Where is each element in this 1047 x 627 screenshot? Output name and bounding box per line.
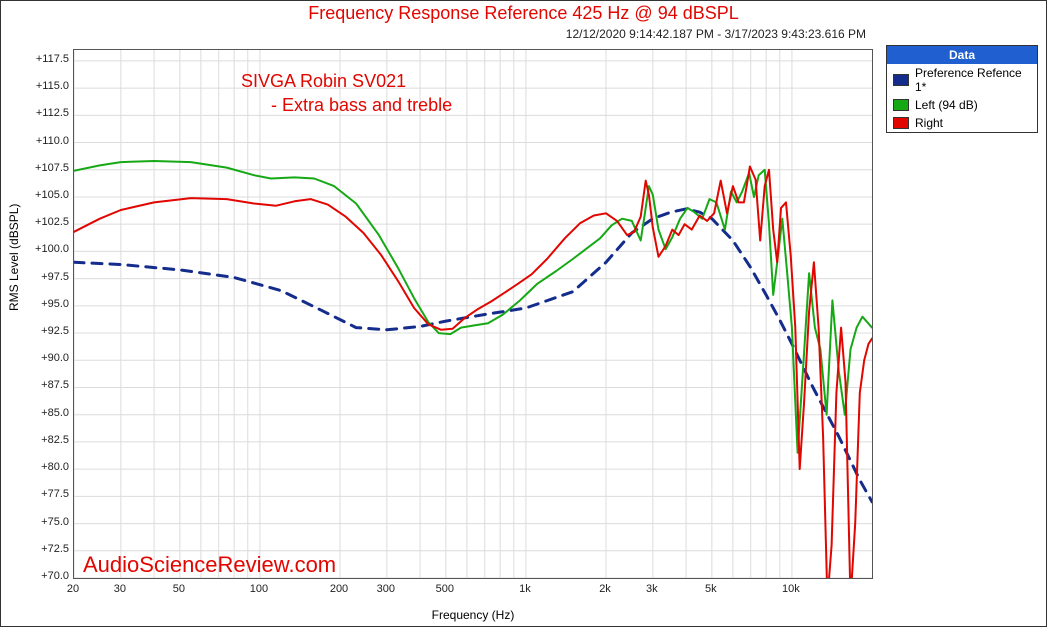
y-tick-label: +105.0 xyxy=(9,189,69,201)
y-tick-label: +82.5 xyxy=(9,434,69,446)
chart-title: Frequency Response Reference 425 Hz @ 94… xyxy=(1,3,1046,24)
x-tick-label: 2k xyxy=(599,583,611,595)
legend-swatch xyxy=(893,74,909,86)
y-tick-label: +80.0 xyxy=(9,461,69,473)
x-tick-label: 500 xyxy=(436,583,454,595)
y-tick-label: +90.0 xyxy=(9,352,69,364)
y-tick-label: +95.0 xyxy=(9,298,69,310)
x-tick-label: 200 xyxy=(330,583,348,595)
y-tick-label: +112.5 xyxy=(9,107,69,119)
annotation: - Extra bass and treble xyxy=(271,95,452,116)
y-tick-label: +102.5 xyxy=(9,216,69,228)
legend-label: Right xyxy=(915,116,943,130)
y-tick-label: +72.5 xyxy=(9,543,69,555)
legend: Data Preference Refence 1* Left (94 dB) Ri… xyxy=(886,45,1038,133)
y-tick-label: +85.0 xyxy=(9,407,69,419)
x-tick-label: 3k xyxy=(646,583,658,595)
y-tick-label: +75.0 xyxy=(9,516,69,528)
x-axis-label: Frequency (Hz) xyxy=(73,608,873,622)
x-tick-label: 300 xyxy=(377,583,395,595)
y-tick-label: +100.0 xyxy=(9,243,69,255)
legend-item: Left (94 dB) xyxy=(887,96,1037,114)
plot-area xyxy=(73,49,873,579)
x-tick-label: 5k xyxy=(705,583,717,595)
x-tick-label: 100 xyxy=(250,583,268,595)
y-tick-label: +107.5 xyxy=(9,162,69,174)
x-tick-label: 20 xyxy=(67,583,79,595)
y-tick-label: +77.5 xyxy=(9,488,69,500)
legend-item: Right xyxy=(887,114,1037,132)
y-tick-label: +117.5 xyxy=(9,53,69,65)
watermark: AudioScienceReview.com xyxy=(83,552,336,578)
y-tick-label: +87.5 xyxy=(9,379,69,391)
y-tick-label: +97.5 xyxy=(9,271,69,283)
x-tick-label: 50 xyxy=(173,583,185,595)
legend-swatch xyxy=(893,117,909,129)
y-tick-label: +92.5 xyxy=(9,325,69,337)
legend-item: Preference Refence 1* xyxy=(887,64,1037,96)
x-tick-label: 10k xyxy=(782,583,800,595)
legend-label: Preference Refence 1* xyxy=(915,66,1031,94)
timestamp: 12/12/2020 9:14:42.187 PM - 3/17/2023 9:… xyxy=(566,27,866,41)
plot-svg xyxy=(74,50,872,578)
legend-swatch xyxy=(893,99,909,111)
x-tick-label: 30 xyxy=(114,583,126,595)
y-tick-label: +115.0 xyxy=(9,80,69,92)
y-tick-label: +110.0 xyxy=(9,135,69,147)
chart-frame: Frequency Response Reference 425 Hz @ 94… xyxy=(0,0,1047,627)
annotation: SIVGA Robin SV021 xyxy=(241,71,406,92)
x-tick-label: 1k xyxy=(519,583,531,595)
y-tick-label: +70.0 xyxy=(9,570,69,582)
legend-header: Data xyxy=(887,46,1037,64)
legend-label: Left (94 dB) xyxy=(915,98,978,112)
